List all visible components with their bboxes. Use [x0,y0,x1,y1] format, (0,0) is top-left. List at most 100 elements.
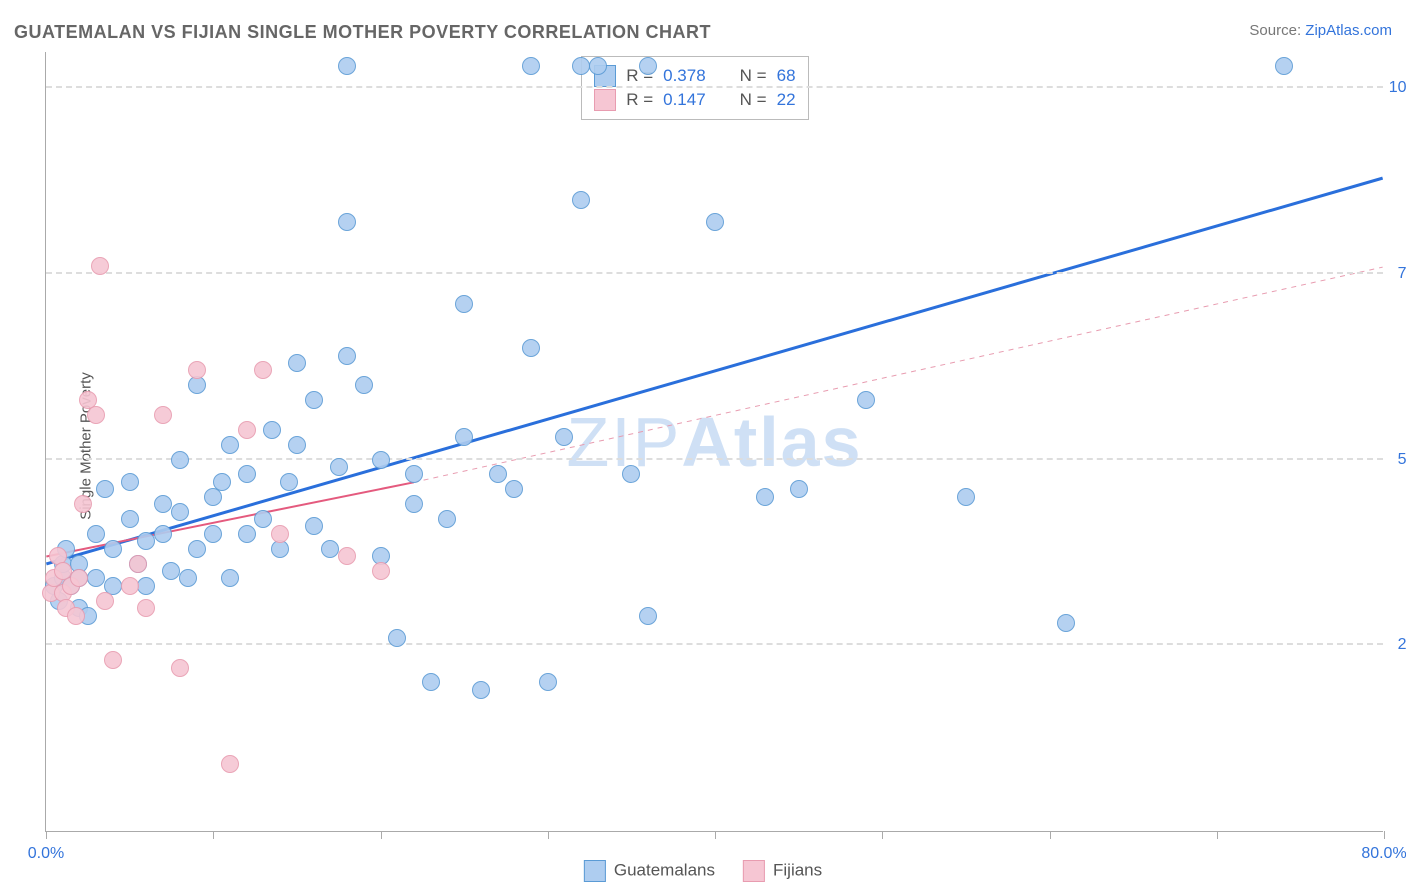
gridline [46,643,1383,645]
legend-label: Fijians [773,860,822,879]
gridline [46,272,1383,274]
data-point [756,488,774,506]
data-point [288,436,306,454]
data-point [221,569,239,587]
data-point [238,421,256,439]
data-point [539,673,557,691]
data-point [213,473,231,491]
data-point [639,607,657,625]
data-point [338,347,356,365]
y-tick-label: 25.0% [1398,636,1406,654]
data-point [238,465,256,483]
data-point [405,495,423,513]
data-point [137,532,155,550]
legend-swatch [594,89,616,111]
data-point [790,480,808,498]
data-point [622,465,640,483]
trend-lines [46,52,1383,831]
data-point [171,451,189,469]
x-tick [381,831,382,839]
data-point [129,555,147,573]
x-tick [1217,831,1218,839]
gridline [46,86,1383,88]
watermark-bold: Atlas [681,403,862,481]
legend-item: Guatemalans [584,860,715,882]
data-point [355,376,373,394]
data-point [179,569,197,587]
data-point [572,57,590,75]
r-value: 0.378 [663,66,706,86]
data-point [96,480,114,498]
x-tick [46,831,47,839]
legend-item: Fijians [743,860,822,882]
data-point [1057,614,1075,632]
data-point [422,673,440,691]
data-point [505,480,523,498]
data-point [706,213,724,231]
data-point [238,525,256,543]
x-tick [715,831,716,839]
r-value: 0.147 [663,90,706,110]
data-point [555,428,573,446]
x-tick [1050,831,1051,839]
data-point [87,406,105,424]
data-point [1275,57,1293,75]
x-tick [213,831,214,839]
data-point [171,659,189,677]
data-point [438,510,456,528]
n-label: N = [740,90,767,110]
source-link[interactable]: ZipAtlas.com [1305,22,1392,39]
data-point [121,577,139,595]
x-tick [882,831,883,839]
data-point [280,473,298,491]
data-point [455,428,473,446]
data-point [154,406,172,424]
data-point [91,257,109,275]
watermark: ZIPAtlas [566,402,862,482]
chart-container: GUATEMALAN VS FIJIAN SINGLE MOTHER POVER… [0,0,1406,892]
n-label: N = [740,66,767,86]
data-point [188,540,206,558]
data-point [171,503,189,521]
legend-series: Guatemalans Fijians [584,860,822,882]
legend-swatch [743,860,765,882]
n-value: 22 [777,90,796,110]
data-point [330,458,348,476]
data-point [121,510,139,528]
x-tick [548,831,549,839]
data-point [338,547,356,565]
data-point [372,562,390,580]
data-point [405,465,423,483]
data-point [305,391,323,409]
r-label: R = [626,90,653,110]
plot-area: ZIPAtlas R =0.378N =68R =0.147N =22 25.0… [45,52,1383,832]
data-point [489,465,507,483]
data-point [74,495,92,513]
data-point [254,361,272,379]
data-point [96,592,114,610]
data-point [254,510,272,528]
x-tick-label: 0.0% [28,845,64,863]
data-point [221,755,239,773]
data-point [522,339,540,357]
data-point [472,681,490,699]
data-point [957,488,975,506]
legend-stat-row: R = 0.147 N = 22 [594,89,795,111]
data-point [388,629,406,647]
y-tick-label: 100.0% [1389,79,1406,97]
data-point [288,354,306,372]
legend-stat-row: R =0.378N =68 [594,65,795,87]
data-point [188,361,206,379]
data-point [857,391,875,409]
data-point [338,57,356,75]
y-tick-label: 75.0% [1398,265,1406,283]
x-tick [1384,831,1385,839]
data-point [639,57,657,75]
source-attribution: Source: ZipAtlas.com [1249,22,1392,39]
x-tick-label: 80.0% [1361,845,1406,863]
data-point [204,525,222,543]
data-point [572,191,590,209]
data-point [455,295,473,313]
chart-title: GUATEMALAN VS FIJIAN SINGLE MOTHER POVER… [14,22,711,43]
legend-label: Guatemalans [614,860,715,879]
